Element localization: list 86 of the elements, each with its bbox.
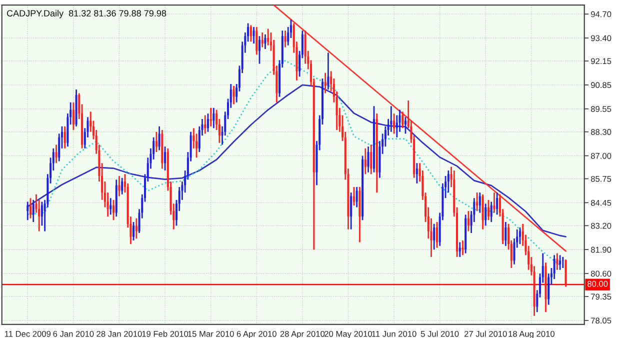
line-series [26, 84, 566, 238]
y-tick-label: 83.20 [590, 222, 612, 229]
y-tick-label: 79.35 [591, 294, 612, 300]
x-tick-label: 28 Apr 2010 [280, 330, 325, 338]
y-tick-label: 94.70 [591, 11, 612, 18]
candlestick [212, 107, 215, 129]
candlestick [487, 199, 490, 221]
candlestick [356, 186, 358, 208]
y-tick-label: 81.90 [590, 246, 612, 253]
candlestick [261, 32, 264, 48]
y-tick-label: 93.40 [591, 35, 612, 42]
candlestick [256, 26, 258, 56]
candlestick [135, 218, 138, 240]
candlestick [210, 107, 212, 128]
candlestick [402, 110, 404, 129]
candlestick [72, 102, 74, 131]
candlestick [32, 199, 34, 223]
candlestick [252, 26, 255, 44]
x-tick-label: 6 Jan 2010 [53, 330, 94, 337]
x-tick-label: 19 Feb 2010 [142, 330, 188, 337]
x-tick-label: 11 Jun 2010 [372, 330, 416, 337]
candlestick [206, 112, 209, 133]
candlestick [393, 112, 396, 134]
y-tick-label: 87.00 [590, 152, 612, 159]
x-tick-label: 20 May 2010 [324, 330, 372, 338]
candlestick [482, 194, 484, 230]
candlestick [476, 192, 478, 212]
candlestick [556, 252, 558, 271]
candlestick [467, 210, 470, 232]
candlestick [436, 221, 438, 248]
candlestick [367, 146, 370, 174]
y-tick-label: 85.75 [590, 176, 612, 182]
candlestick [458, 242, 461, 258]
y-tick-label: 88.30 [590, 129, 612, 135]
candlestick [118, 175, 120, 197]
candlestick [324, 72, 326, 94]
candlestick [112, 199, 115, 221]
candlestick [370, 144, 372, 175]
line-series [26, 60, 561, 266]
candlestick [559, 254, 562, 271]
candlestick [493, 192, 496, 214]
candlestick [29, 197, 32, 220]
candlestick [155, 131, 158, 153]
candlestick [352, 186, 355, 206]
chart-title: CADJPY.Daily 81.32 81.36 79.88 79.98 [6, 10, 166, 18]
candlestick [484, 202, 487, 226]
x-tick-label: 11 Dec 2009 [4, 330, 51, 337]
candlestick [390, 105, 392, 133]
candlestick [110, 197, 112, 216]
candlestick [490, 201, 492, 223]
candlestick [258, 35, 260, 64]
candlestick [478, 192, 481, 214]
candlestick [433, 223, 436, 250]
y-tick-label: 78.05 [591, 318, 612, 324]
candlestick [364, 148, 366, 175]
candlestick [164, 146, 166, 172]
candlestick [64, 126, 66, 150]
y-tick-label: 92.15 [591, 58, 612, 64]
candlestick [55, 144, 58, 164]
candlestick [404, 116, 406, 134]
y-tick-label: 90.85 [591, 82, 612, 88]
candlestick [26, 201, 29, 221]
candlestick [132, 221, 135, 242]
candlestick [284, 30, 286, 48]
candlestick [504, 221, 507, 247]
y-tick-label: 80.60 [590, 270, 612, 277]
candlestick [350, 192, 352, 230]
y-tick-label: 84.45 [590, 200, 612, 206]
candlestick [158, 126, 160, 151]
candlestick [327, 52, 330, 90]
x-tick-label: 27 Jul 2010 [464, 330, 507, 337]
x-tick-label: 5 Jul 2010 [420, 330, 459, 337]
x-tick-label: 28 Jan 2010 [96, 330, 142, 337]
candlestick [250, 24, 252, 42]
candlestick [232, 85, 235, 105]
x-tick-label: 15 Mar 2010 [188, 330, 234, 337]
candlestick [121, 177, 124, 196]
ref-line-label: 80.00 [588, 280, 608, 287]
candlestick [416, 162, 418, 184]
candlestick [518, 226, 521, 245]
candlestick [496, 192, 498, 216]
x-tick-label: 18 Aug 2010 [508, 330, 554, 338]
candlestick [204, 114, 206, 134]
x-tick-label: 6 Apr 2010 [236, 330, 276, 338]
y-tick-label: 89.55 [590, 106, 612, 112]
candlestick [264, 34, 266, 50]
